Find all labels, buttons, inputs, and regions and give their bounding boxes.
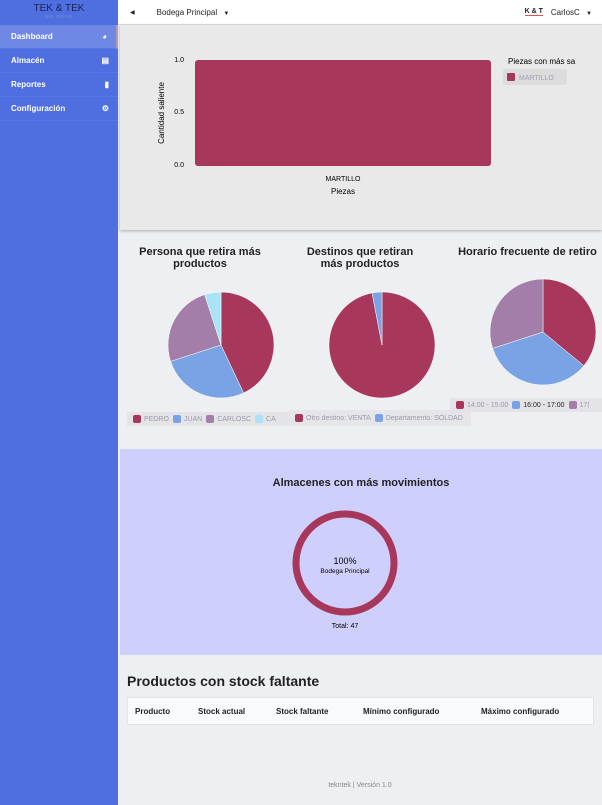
legend-item[interactable]: 17(: [568, 401, 590, 409]
legend-box: [503, 69, 567, 85]
y-axis-label: Cantidad saliente: [157, 82, 166, 144]
dashboard-icon: ◕: [102, 32, 107, 41]
sidebar-item-dashboard[interactable]: Dashboard ◕: [0, 25, 118, 49]
legend-item[interactable]: 16:00 - 17:00: [512, 401, 565, 409]
sidebar-item-configuracion[interactable]: Configuración ⚙: [0, 97, 118, 121]
bar-chart: Cantidad saliente 1.0 0.5 0.0 MARTILLO P…: [157, 57, 576, 196]
bar-martillo[interactable]: [195, 60, 491, 166]
legend-destinos: Otro destino: VENTA Departamento: SOLDAD: [289, 410, 471, 426]
donut-ring[interactable]: [292, 510, 398, 616]
top-header: ◀ Bodega Principal ▼ K & T CarlosC ▼: [118, 0, 602, 25]
legend-label: CARLOSC: [217, 415, 252, 423]
sidebar-item-label: Almacén: [11, 56, 45, 65]
legend-item[interactable]: Departamento: SOLDAD: [374, 414, 463, 422]
column-header[interactable]: Stock faltante: [276, 707, 329, 716]
legend-label: JUAN: [183, 415, 203, 423]
column-header[interactable]: Producto: [135, 707, 171, 716]
bar-chart-card: Cantidad saliente 1.0 0.5 0.0 MARTILLO P…: [120, 25, 602, 230]
cogs-icon: ⚙: [101, 104, 109, 113]
almacenes-card: Almacenes con más movimientos 100% Bodeg…: [120, 449, 602, 655]
box-icon: ▤: [101, 56, 109, 65]
brand-logo[interactable]: TEK & TEK we solve: [0, 0, 118, 25]
legend-item[interactable]: CARLOSC: [206, 415, 251, 423]
pie-title-destinos: Destinos que retiran más productos: [306, 246, 414, 270]
user-menu[interactable]: CarlosC ▼: [551, 8, 592, 17]
donut-label: Bodega Principal: [320, 568, 370, 575]
footer: tekntek | Versión 1.0: [328, 782, 392, 789]
stock-title: Productos con stock faltante: [127, 673, 320, 689]
pie-slice[interactable]: [220, 291, 275, 394]
chevron-down-icon: ▼: [223, 10, 230, 17]
legend-item[interactable]: PEDRO: [133, 415, 169, 423]
sidebar: TEK & TEK we solve Dashboard ◕ Almacén ▤ Re…: [0, 0, 118, 805]
pie-horario: [489, 278, 597, 386]
warehouse-select[interactable]: Bodega Principal ▼: [157, 8, 230, 17]
brand-name: TEK & TEK: [33, 3, 85, 14]
stock-section: Productos con stock faltante Producto St…: [127, 673, 594, 725]
sidebar-item-label: Configuración: [11, 104, 66, 113]
donut-total: Total: 47: [332, 623, 359, 630]
pie-slice[interactable]: [204, 291, 222, 346]
sidebar-item-almacen[interactable]: Almacén ▤: [0, 49, 118, 73]
legend-label: 16:00 - 17:00: [523, 401, 565, 409]
legend-item[interactable]: Otro destino: VENTA: [295, 414, 371, 422]
x-tick: MARTILLO: [326, 176, 361, 183]
legend-label: Otro destino: VENTA: [306, 414, 371, 422]
legend-item[interactable]: 14:00 - 15:00: [456, 401, 508, 409]
pie-title-persona: Persona que retira más productos: [139, 246, 261, 270]
pie-slice[interactable]: [489, 278, 544, 349]
clipboard-icon: ▮: [104, 80, 109, 89]
y-tick: 0.0: [174, 162, 184, 169]
user-name: CarlosC: [550, 7, 580, 17]
legend-item[interactable]: JUAN: [172, 415, 203, 423]
legend-persona: PEDRO JUAN CARLOSC CA: [127, 412, 289, 426]
chevron-down-icon: ▼: [586, 10, 592, 17]
x-axis-label: Piezas: [331, 187, 355, 196]
stock-table: Producto Stock actual Stock faltante Mín…: [127, 697, 594, 725]
pie-slice[interactable]: [542, 278, 597, 367]
pie-slice[interactable]: [167, 294, 222, 362]
column-header[interactable]: Stock actual: [198, 707, 246, 716]
legend-item[interactable]: CA: [255, 415, 276, 423]
legend-horario: 14:00 - 15:00 16:00 - 17:00 17(: [450, 398, 602, 412]
y-tick: 1.0: [174, 57, 184, 64]
y-tick: 0.5: [174, 109, 184, 116]
small-logo: K & T: [524, 8, 543, 16]
pie-title-horario: Horario frecuente de retiro: [458, 246, 597, 258]
legend-label: PEDRO: [144, 415, 169, 423]
warehouse-select-value: Bodega Principal: [156, 7, 218, 17]
collapse-sidebar-icon[interactable]: ◀: [130, 9, 135, 16]
legend-label: 14:00 - 15:00: [467, 401, 509, 409]
pie-destinos: [328, 291, 436, 399]
legend-label: Departamento: SOLDAD: [385, 414, 463, 422]
pie-slice[interactable]: [492, 331, 585, 386]
sidebar-item-reportes[interactable]: Reportes ▮: [0, 73, 118, 97]
sidebar-item-label: Reportes: [11, 80, 46, 89]
sidebar-item-label: Dashboard: [11, 32, 53, 41]
column-header[interactable]: Máximo configurado: [481, 707, 560, 716]
pie-persona: [167, 291, 275, 399]
pie-charts-section: Persona que retira más productos Destino…: [120, 235, 602, 440]
legend-swatch: [507, 73, 515, 81]
almacenes-title: Almacenes con más movimientos: [272, 477, 450, 489]
legend-label: 17(: [579, 401, 590, 409]
legend-title: Piezas con más sa: [508, 57, 576, 66]
pie-slice[interactable]: [170, 344, 244, 399]
legend-item[interactable]: MARTILLO: [519, 75, 554, 82]
column-header[interactable]: Mínimo configurado: [363, 707, 440, 716]
brand-tagline: we solve: [45, 14, 73, 20]
donut-percent: 100%: [333, 556, 356, 566]
pie-slice[interactable]: [371, 291, 383, 346]
legend-label: CA: [266, 415, 276, 423]
